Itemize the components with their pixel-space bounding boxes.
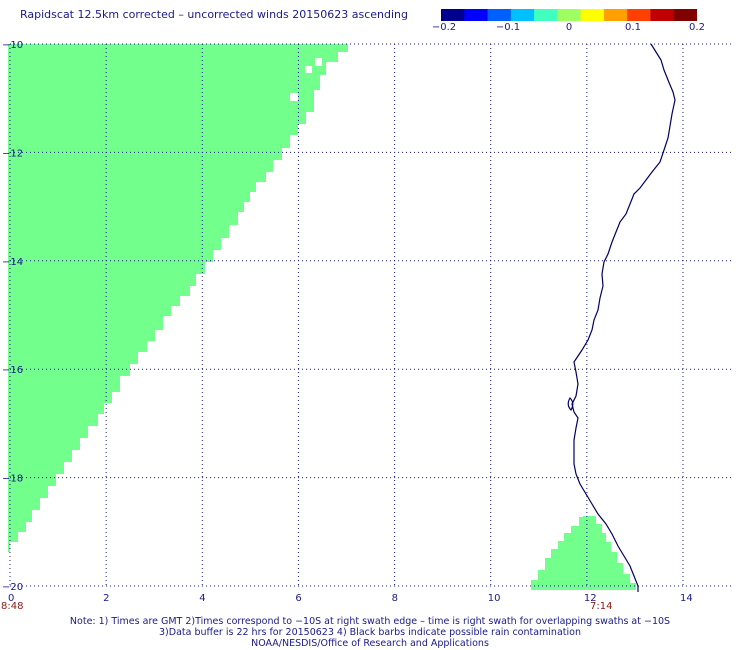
note-line-1: Note: 1) Times are GMT 2)Times correspon… — [69, 616, 671, 627]
x-tick-label: 12 — [584, 593, 597, 604]
y-tick-labels: −10 −12 −14 −16 −18 −20 — [2, 40, 23, 593]
y-tick-label: −20 — [2, 582, 23, 593]
note-line-3: NOAA/NESDIS/Office of Research and Appli… — [251, 638, 489, 649]
swath-time-left: 8:48 — [1, 601, 23, 612]
y-tick-label: −14 — [2, 257, 23, 268]
y-tick-label: −12 — [2, 148, 23, 159]
footnotes: Note: 1) Times are GMT 2)Times correspon… — [0, 616, 740, 649]
coast-island — [567, 397, 574, 411]
scale-label-neg: −0.1 — [495, 22, 521, 33]
color-scale-step — [673, 9, 697, 21]
scale-label-pos: 0.1 — [625, 22, 641, 33]
x-tick-label: 0 — [8, 593, 14, 604]
coastline — [571, 43, 676, 592]
color-scale-step — [580, 9, 605, 21]
map-title: Rapidscat 12.5km corrected – uncorrected… — [20, 8, 409, 21]
swath-gap — [305, 66, 312, 73]
x-tick-label: 6 — [295, 593, 301, 604]
swath-right-area — [531, 516, 636, 590]
swath-gap — [315, 58, 322, 66]
swath-gap — [290, 93, 298, 101]
x-tick-label: 4 — [199, 593, 205, 604]
color-scale-step — [534, 9, 558, 21]
y-tick-label: −18 — [2, 474, 23, 485]
color-scale-step — [557, 9, 582, 21]
swath-time-right: 7:14 — [590, 601, 612, 612]
scale-label-zero: 0 — [565, 22, 573, 33]
x-tick-label: 2 — [103, 593, 109, 604]
x-tick-labels: 0 2 4 6 8 10 12 14 — [8, 593, 693, 604]
color-scale-step — [441, 9, 465, 21]
wind-map: 0 2 4 6 8 10 12 14 −10 −12 −14 −16 −18 −20 8:48 7:14 — [1, 40, 733, 612]
color-scale-step — [650, 9, 675, 21]
color-scale-step — [510, 9, 535, 21]
swath-left-area — [8, 44, 348, 562]
color-scale-step — [603, 9, 628, 21]
color-scale-labels: −0.2 −0.1 0 0.1 0.2 — [432, 22, 705, 36]
color-scale-step — [627, 9, 651, 21]
swath-right — [531, 516, 636, 590]
swath-left — [8, 44, 348, 562]
color-scale-step — [464, 9, 489, 21]
x-tick-label: 10 — [488, 593, 501, 604]
x-tick-label: 14 — [680, 593, 693, 604]
y-tick-label: −16 — [2, 365, 23, 376]
x-tick-label: 8 — [392, 593, 398, 604]
map-grid — [9, 43, 733, 587]
scale-label-max: 0.2 — [689, 22, 705, 33]
color-scale-bar — [441, 9, 697, 21]
scale-label-min: −0.2 — [431, 22, 457, 33]
note-line-2: 3)Data buffer is 22 hrs for 20150623 4) … — [159, 627, 581, 638]
y-tick-label: −10 — [2, 40, 23, 51]
color-scale-step — [487, 9, 512, 21]
